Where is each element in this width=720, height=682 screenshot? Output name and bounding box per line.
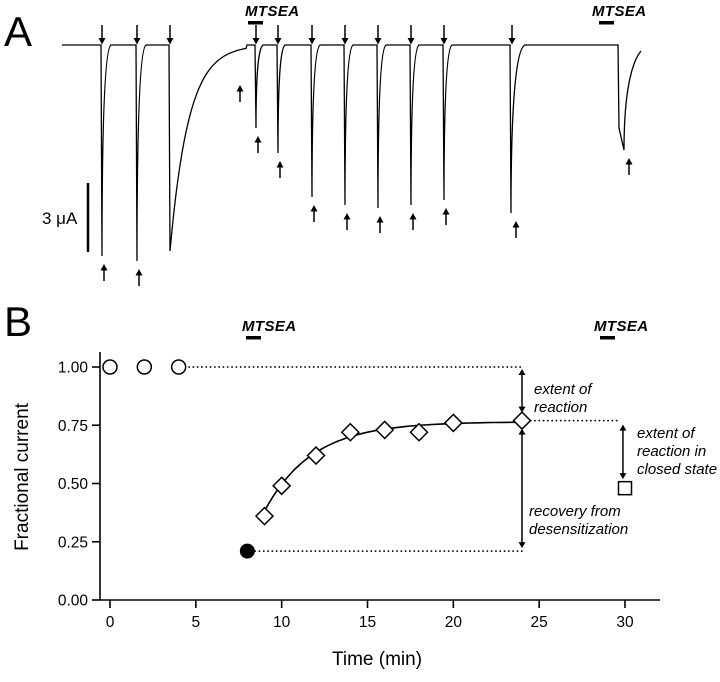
mtsea-application-bar-a2 — [599, 21, 614, 25]
panel-a-label: A — [4, 8, 32, 55]
x-axis-label: Time (min) — [332, 649, 422, 670]
recovery-fit-curve — [263, 421, 522, 512]
mtsea-label-a1: MTSEA — [245, 3, 300, 20]
annotation-recovery-line-1: recovery from — [529, 503, 621, 520]
measure-arrowhead-top — [518, 428, 526, 435]
annotation-closed-state-line-1: extent of — [637, 425, 696, 442]
open-diamond-marker — [306, 445, 326, 466]
measure-arrowhead-bottom — [619, 473, 627, 480]
open-diamond-marker — [375, 420, 395, 440]
filled-circle-marker — [239, 543, 255, 559]
x-tick-label: 25 — [531, 614, 548, 631]
panel-a-trace-group — [62, 25, 642, 286]
washout-up-arrowhead — [100, 264, 108, 271]
washout-up-arrowhead — [625, 158, 633, 165]
agonist-down-arrowhead — [274, 38, 282, 45]
open-diamond-marker — [512, 411, 532, 431]
agonist-down-arrowhead — [407, 38, 415, 45]
measure-arrowhead-top — [518, 369, 526, 375]
y-tick-label: 0.50 — [58, 476, 89, 493]
washout-up-arrowhead — [276, 161, 284, 168]
y-tick-label: 0.00 — [58, 593, 89, 610]
open-circle-marker — [102, 359, 118, 375]
x-tick-label: 20 — [445, 614, 463, 631]
agonist-down-arrowhead — [374, 38, 382, 45]
agonist-down-arrowhead — [252, 38, 260, 45]
annotation-recovery-line-2: desensitization — [529, 521, 628, 538]
agonist-down-arrowhead — [508, 38, 516, 45]
x-tick-label: 0 — [106, 614, 115, 631]
x-tick-label: 15 — [359, 614, 376, 631]
mtsea-application-bar-a1 — [248, 21, 263, 25]
open-circle-marker — [136, 359, 153, 375]
current-trace — [62, 44, 642, 262]
y-tick-label: 0.75 — [58, 418, 88, 435]
open-diamond-marker — [254, 506, 275, 526]
x-tick-label: 10 — [273, 614, 291, 631]
mtsea-label-a2: MTSEA — [592, 3, 647, 20]
annotation-closed-state-line-2: reaction in — [637, 443, 706, 460]
washout-up-arrowhead — [442, 208, 450, 215]
measure-arrowhead-top — [619, 424, 627, 431]
mtsea-application-bar-b1 — [246, 336, 261, 340]
y-axis-label: Fractional current — [12, 402, 33, 551]
open-diamond-marker — [443, 413, 463, 433]
agonist-down-arrowhead — [308, 38, 316, 45]
agonist-down-arrowhead — [98, 38, 106, 45]
mtsea-application-bar-b2 — [600, 336, 615, 340]
y-tick-label: 1.00 — [58, 360, 89, 377]
washout-up-arrowhead — [310, 205, 318, 212]
washout-up-arrowhead — [135, 269, 143, 276]
open-square-marker — [617, 480, 633, 496]
annotation-extent-of-reaction-line-1: extent of — [534, 381, 593, 398]
panel-b-label: B — [4, 298, 32, 345]
mtsea-label-b2: MTSEA — [594, 318, 649, 335]
scale-bar-label: 3 μA — [42, 209, 78, 228]
y-tick-label: 0.25 — [58, 534, 88, 551]
x-tick-label: 30 — [616, 614, 634, 631]
agonist-down-arrowhead — [166, 38, 174, 45]
open-diamond-marker — [272, 476, 292, 496]
agonist-down-arrowhead — [341, 38, 349, 45]
open-diamond-marker — [409, 422, 429, 442]
agonist-down-arrowhead — [440, 38, 448, 45]
washout-up-arrowhead — [343, 213, 351, 220]
open-circle-marker — [170, 359, 187, 375]
annotation-extent-of-reaction-line-2: reaction — [534, 399, 587, 416]
washout-up-arrowhead — [409, 213, 417, 220]
agonist-down-arrowhead — [133, 38, 141, 45]
washout-up-arrowhead — [376, 216, 384, 223]
x-tick-label: 5 — [192, 614, 201, 631]
open-diamond-marker — [340, 422, 360, 442]
mtsea-label-b1: MTSEA — [242, 318, 297, 335]
panel-b-plot-group: 0 5 10 15 20 25 30 0.00 0.25 0.50 0.75 1.00 — [58, 352, 660, 631]
annotation-closed-state-line-3: closed state — [637, 461, 717, 478]
washout-up-arrowhead — [254, 136, 262, 143]
washout-up-arrowhead — [236, 85, 244, 92]
measure-arrowhead-bottom — [518, 542, 526, 549]
measure-arrowhead-bottom — [518, 406, 526, 413]
washout-up-arrowhead — [512, 221, 520, 228]
